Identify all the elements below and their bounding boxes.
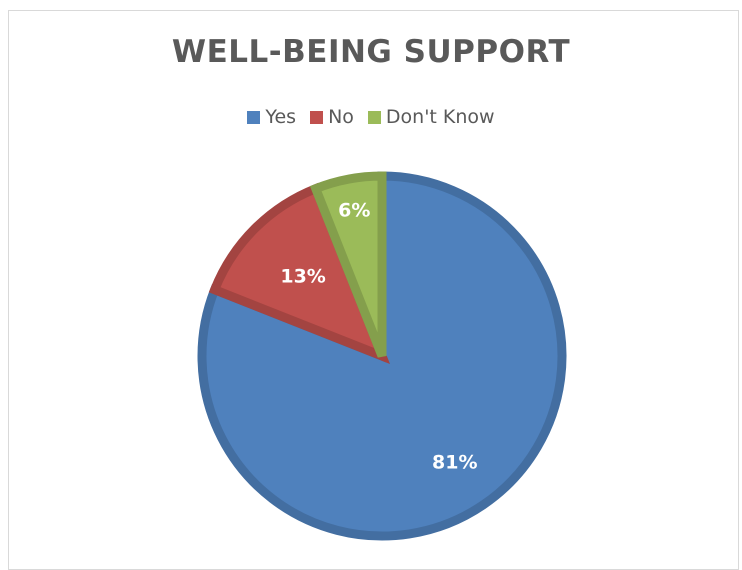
legend-label-dont-know: Don't Know [385, 106, 495, 128]
legend-label-no: No [328, 106, 354, 128]
data-label-yes: 81% [432, 452, 477, 474]
data-label-no: 13% [280, 266, 325, 288]
legend-swatch-yes [247, 110, 261, 124]
legend-item-yes: Yes [247, 106, 296, 128]
pie-slice-dont-know [309, 171, 387, 358]
data-label-dont-know: 6% [338, 200, 370, 222]
legend-item-dont-know: Don't Know [367, 106, 495, 128]
legend-label-yes: Yes [265, 106, 297, 128]
legend-item-no: No [310, 106, 354, 128]
legend: Yes No Don't Know [0, 106, 742, 128]
chart-title: WELL-BEING SUPPORT [171, 34, 571, 70]
pie-slice-no [208, 182, 391, 365]
legend-swatch-dont-know [367, 110, 381, 124]
pie-slice-yes [197, 171, 567, 541]
legend-swatch-no [310, 110, 324, 124]
